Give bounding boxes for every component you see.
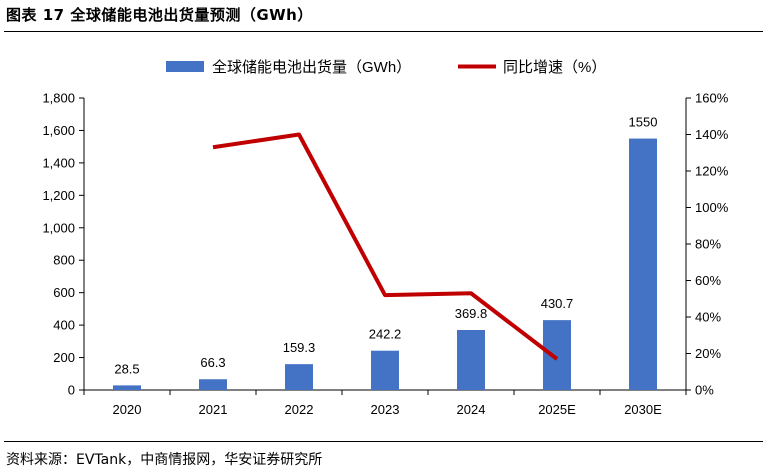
y-left-tick-label: 600 [53,285,75,300]
y-left-tick-label: 400 [53,318,75,333]
axes: 0 200 400 600 800 1,000 1,200 1,400 1,600 1,800 0%… [42,91,728,418]
bar-series [113,138,657,390]
x-tick-label: 2024 [457,402,486,417]
growth-line [212,132,559,361]
y-right-tick-label: 0% [695,383,714,398]
y-right-tick-label: 100% [695,200,729,215]
x-tick-label: 2023 [371,402,400,417]
y-right-tick-label: 20% [695,346,721,361]
y-left-tick-label: 1,000 [42,220,75,235]
y-left-tick-label: 800 [53,253,75,268]
bar-data-label: 369.8 [455,306,488,321]
x-tick-label: 2030E [624,402,662,417]
source-note: 资料来源：EVTank，中商情报网，华安证券研究所 [6,452,323,468]
bar [371,350,399,390]
x-tick-label: 2020 [113,402,142,417]
bar-data-label: 28.5 [114,361,139,376]
bar-data-label: 1550 [629,115,658,130]
legend-bar-swatch [166,61,204,72]
y-left-tick-label: 1,800 [42,91,75,106]
legend-bar-label: 全球储能电池出货量（GWh） [212,58,411,76]
y-left-tick-label: 1,600 [42,123,75,138]
bar [457,330,485,390]
bar [285,364,313,390]
y-left-tick-label: 1,400 [42,155,75,170]
bar [199,379,227,390]
x-tick-label: 2022 [285,402,314,417]
title-rule [4,31,763,32]
y-left-tick-label: 0 [68,383,75,398]
y-right-tick-label: 80% [695,237,721,252]
x-tick-label: 2025E [538,402,576,417]
y-right-tick-label: 120% [695,164,729,179]
growth-line-series [212,132,559,361]
y-left-tick-label: 200 [53,350,75,365]
legend-line-label: 同比增速（%） [503,59,606,76]
y-right-tick-label: 60% [695,273,721,288]
x-tick-label: 2021 [199,402,228,417]
bar [113,385,141,390]
figure-title: 图表 17 全球储能电池出货量预测（GWh） [6,6,313,24]
bar-data-labels: 28.5 66.3 159.3 242.2 369.8 430.7 1550 [114,115,657,377]
bar-data-label: 430.7 [541,296,574,311]
bar-data-label: 66.3 [200,355,225,370]
bar-data-label: 242.2 [369,327,402,342]
bar [629,138,657,390]
y-right-tick-label: 140% [695,127,729,142]
y-left-tick-label: 1,200 [42,188,75,203]
bar [543,320,571,390]
source-rule [4,441,763,442]
y-right-tick-label: 40% [695,310,721,325]
legend: 全球储能电池出货量（GWh） 同比增速（%） [166,58,606,76]
y-right-tick-label: 160% [695,91,729,106]
bar-data-label: 159.3 [283,340,316,355]
